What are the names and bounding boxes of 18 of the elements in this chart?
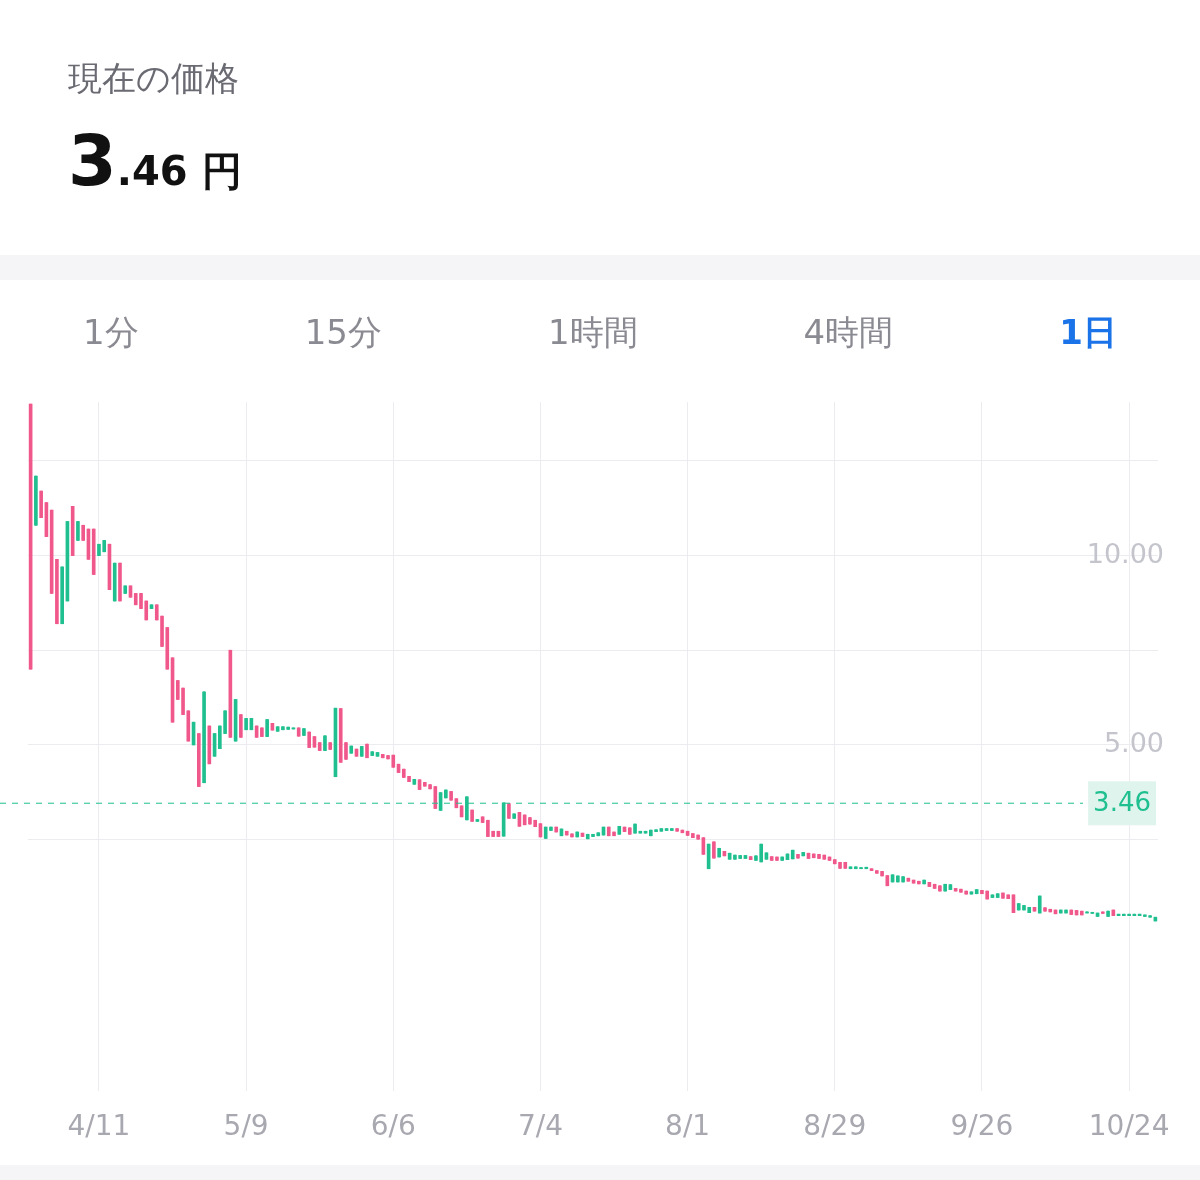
y-tick-label: 10.00 [1086, 537, 1164, 569]
text: 1日 [1059, 311, 1117, 354]
text: 1時間 [547, 311, 638, 354]
text: 15分 [304, 311, 382, 354]
x-tick-label: 9/26 [950, 1109, 1014, 1143]
chart-subtitle: 3.46 円 [68, 120, 242, 202]
chart-title: 現在の価格 [68, 57, 239, 100]
y-tick-label: 5.00 [1103, 726, 1164, 758]
x-tick-label: 6/6 [370, 1109, 416, 1143]
x-tick-label: 8/1 [665, 1109, 711, 1143]
x-tick-label: 10/24 [1088, 1109, 1170, 1143]
text: 4時間 [803, 311, 894, 354]
x-tick-label: 5/9 [223, 1109, 269, 1143]
x-tick-label: 8/29 [803, 1109, 867, 1143]
text: 1分 [83, 311, 139, 354]
ref-line-label: 3.46 [1093, 786, 1151, 817]
x-tick-label: 7/4 [517, 1109, 563, 1143]
x-tick-label: 4/11 [67, 1109, 131, 1143]
